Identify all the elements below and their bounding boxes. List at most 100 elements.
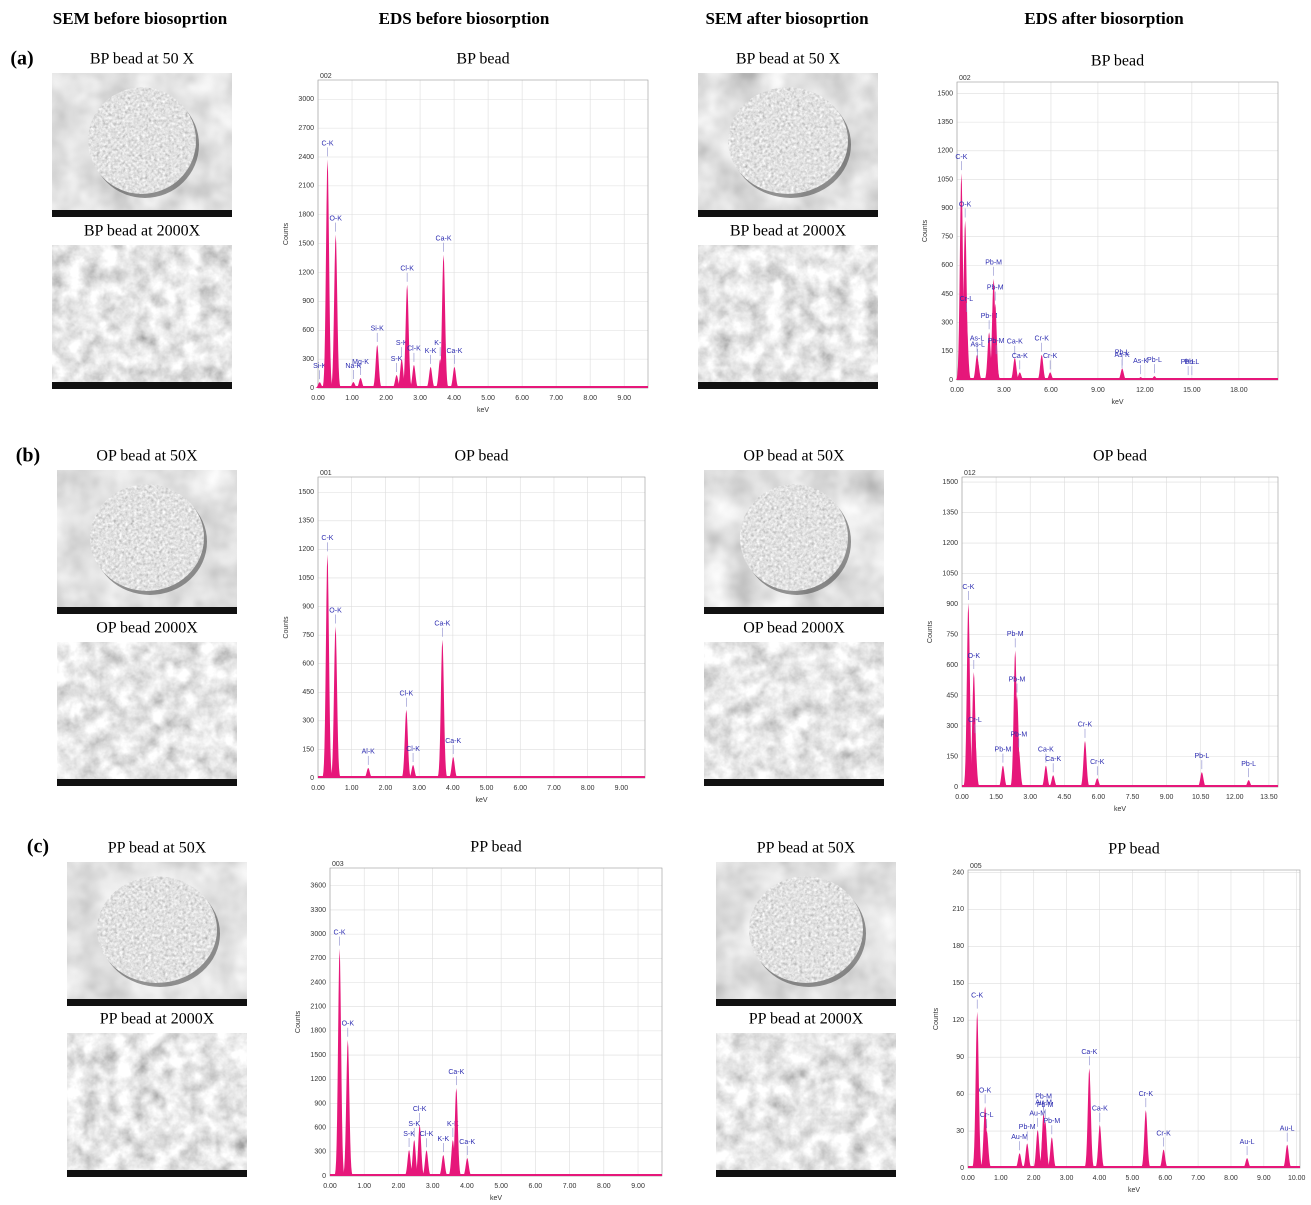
spectrum-peak xyxy=(1039,1121,1052,1168)
spectrum-peak xyxy=(962,603,975,787)
y-tick-label: 2700 xyxy=(298,125,314,132)
row-label: (a) xyxy=(10,48,33,70)
sem-texture xyxy=(698,245,878,389)
sem-image xyxy=(57,470,237,614)
sem-image xyxy=(67,862,247,1006)
scale-bar-strip xyxy=(716,999,896,1006)
x-tick-label: 2.00 xyxy=(379,785,393,792)
peak-label: C-K xyxy=(962,584,974,591)
y-tick-label: 1200 xyxy=(937,148,953,155)
x-tick-label: 3.00 xyxy=(1023,794,1037,801)
x-tick-label: 7.00 xyxy=(1191,1175,1205,1182)
peak-label: Cr-L xyxy=(968,717,982,724)
bead-surface xyxy=(97,876,217,983)
spectrum-peak xyxy=(979,1106,992,1168)
sem-image xyxy=(698,73,878,217)
plot-frame xyxy=(967,869,1301,1169)
y-tick-label: 1050 xyxy=(937,176,953,183)
sem-image xyxy=(716,1033,896,1177)
peak-label: Cl-K xyxy=(400,266,414,273)
x-tick-label: 9.00 xyxy=(631,1183,645,1190)
peak-label: Pb-M xyxy=(1007,631,1024,638)
bead-surface xyxy=(90,484,204,591)
spectrum-peak xyxy=(1012,750,1025,787)
x-axis-label: keV xyxy=(1111,399,1123,406)
column-header: SEM after biosoprtion xyxy=(705,9,869,28)
y-tick-label: 300 xyxy=(302,356,314,363)
spectrum-peak xyxy=(960,315,973,380)
peak-label: Au-M xyxy=(1035,1100,1052,1107)
spectrum-peak xyxy=(1035,354,1048,380)
scale-bar-strip xyxy=(704,779,884,786)
y-tick-label: 0 xyxy=(310,385,314,392)
chart-title: OP bead xyxy=(454,448,508,465)
y-tick-label: 600 xyxy=(302,327,314,334)
spectrum-id: 003 xyxy=(332,861,344,868)
spectrum-peak xyxy=(403,1150,416,1176)
x-tick-label: 3.00 xyxy=(426,1183,440,1190)
y-tick-label: 3300 xyxy=(310,907,326,914)
peak-label: C-K xyxy=(955,154,967,161)
x-tick-label: 8.00 xyxy=(583,395,597,402)
x-tick-label: 8.00 xyxy=(1224,1175,1238,1182)
peak-label: Pb-M xyxy=(1037,1102,1054,1109)
x-axis-label: keV xyxy=(475,797,487,804)
x-tick-label: 9.00 xyxy=(1257,1175,1271,1182)
spectrum-peak xyxy=(461,1158,474,1176)
spectrum-peak xyxy=(989,303,1002,380)
y-tick-label: 1500 xyxy=(298,489,314,496)
spectrum-peak xyxy=(1148,376,1161,380)
y-tick-label: 2700 xyxy=(310,955,326,962)
plot-frame xyxy=(317,79,649,389)
sem-caption: OP bead at 50X xyxy=(743,448,845,465)
spectrum-peak xyxy=(987,278,1000,380)
peak-label: Al-K xyxy=(362,749,376,756)
y-tick-label: 90 xyxy=(956,1054,964,1061)
y-tick-label: 900 xyxy=(302,298,314,305)
peak-label: As-L xyxy=(970,342,985,349)
spectrum-id: 002 xyxy=(959,75,971,82)
peak-label: Pb-L xyxy=(1115,349,1130,356)
sem-caption: PP bead at 2000X xyxy=(100,1011,215,1028)
y-tick-label: 1200 xyxy=(310,1076,326,1083)
y-tick-label: 0 xyxy=(954,784,958,791)
spectrum-peak xyxy=(990,357,1003,380)
y-tick-label: 150 xyxy=(941,348,953,355)
y-tick-label: 2400 xyxy=(310,979,326,986)
x-tick-label: 4.00 xyxy=(446,785,460,792)
x-tick-label: 3.00 xyxy=(412,785,426,792)
spectrum-peak xyxy=(1091,778,1104,787)
spectrum-peak xyxy=(1047,775,1060,787)
x-tick-label: 3.00 xyxy=(413,395,427,402)
peak-label: C-K xyxy=(321,140,333,147)
peak-label: Au-M xyxy=(1029,1111,1046,1118)
x-tick-label: 4.00 xyxy=(460,1183,474,1190)
spectrum-peak xyxy=(408,1139,421,1176)
x-tick-label: 0.00 xyxy=(950,387,964,394)
y-axis-label: Counts xyxy=(922,219,929,242)
spectrum-peak xyxy=(447,757,460,778)
x-tick-label: 9.00 xyxy=(617,395,631,402)
x-tick-label: 6.00 xyxy=(529,1183,543,1190)
peak-label: Cr-L xyxy=(960,296,974,303)
y-axis-label: Counts xyxy=(283,222,290,245)
peak-label: C-K xyxy=(321,535,333,542)
y-tick-label: 2100 xyxy=(298,183,314,190)
peak-label: Ca-K xyxy=(446,348,462,355)
sem-caption: BP bead at 2000X xyxy=(84,223,201,240)
spectrum-peak xyxy=(436,639,449,778)
x-tick-label: 5.00 xyxy=(480,785,494,792)
x-tick-label: 6.00 xyxy=(1158,1175,1172,1182)
spectrum-peak xyxy=(371,344,384,388)
x-tick-label: 0.00 xyxy=(961,1175,975,1182)
spectrum-peak xyxy=(1013,372,1026,380)
x-tick-label: 7.00 xyxy=(549,395,563,402)
sem-caption: BP bead at 2000X xyxy=(730,223,847,240)
spectrum-peak xyxy=(434,359,447,388)
peak-label: Pb-L xyxy=(1241,761,1256,768)
x-tick-label: 1.00 xyxy=(994,1175,1008,1182)
y-tick-label: 1050 xyxy=(298,575,314,582)
chart-title: PP bead xyxy=(470,839,521,856)
sem-caption: OP bead 2000X xyxy=(743,620,845,637)
